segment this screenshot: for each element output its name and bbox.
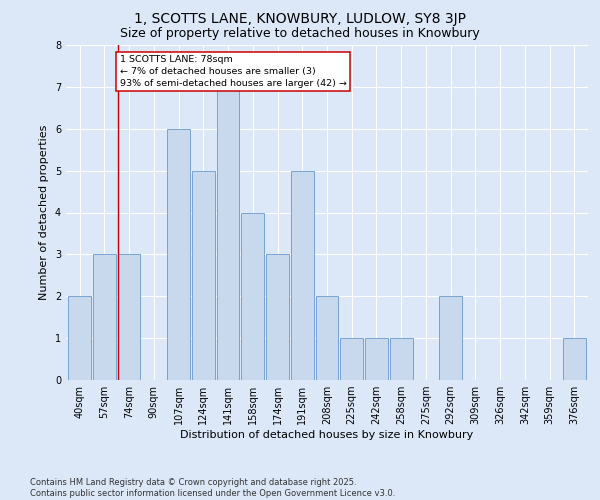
Bar [340,338,363,380]
Bar [266,254,289,380]
Bar [241,212,264,380]
Bar [68,296,91,380]
Text: 1, SCOTTS LANE, KNOWBURY, LUDLOW, SY8 3JP: 1, SCOTTS LANE, KNOWBURY, LUDLOW, SY8 3J… [134,12,466,26]
Bar [390,338,413,380]
Text: Size of property relative to detached houses in Knowbury: Size of property relative to detached ho… [120,28,480,40]
Y-axis label: Number of detached properties: Number of detached properties [40,125,49,300]
Bar [439,296,462,380]
Bar [118,254,140,380]
X-axis label: Distribution of detached houses by size in Knowbury: Distribution of detached houses by size … [181,430,473,440]
Bar [316,296,338,380]
Bar [563,338,586,380]
Text: Contains HM Land Registry data © Crown copyright and database right 2025.
Contai: Contains HM Land Registry data © Crown c… [30,478,395,498]
Bar [365,338,388,380]
Bar [217,87,239,380]
Bar [192,170,215,380]
Bar [291,170,314,380]
Text: 1 SCOTTS LANE: 78sqm
← 7% of detached houses are smaller (3)
93% of semi-detache: 1 SCOTTS LANE: 78sqm ← 7% of detached ho… [119,56,347,88]
Bar [167,128,190,380]
Bar [93,254,116,380]
